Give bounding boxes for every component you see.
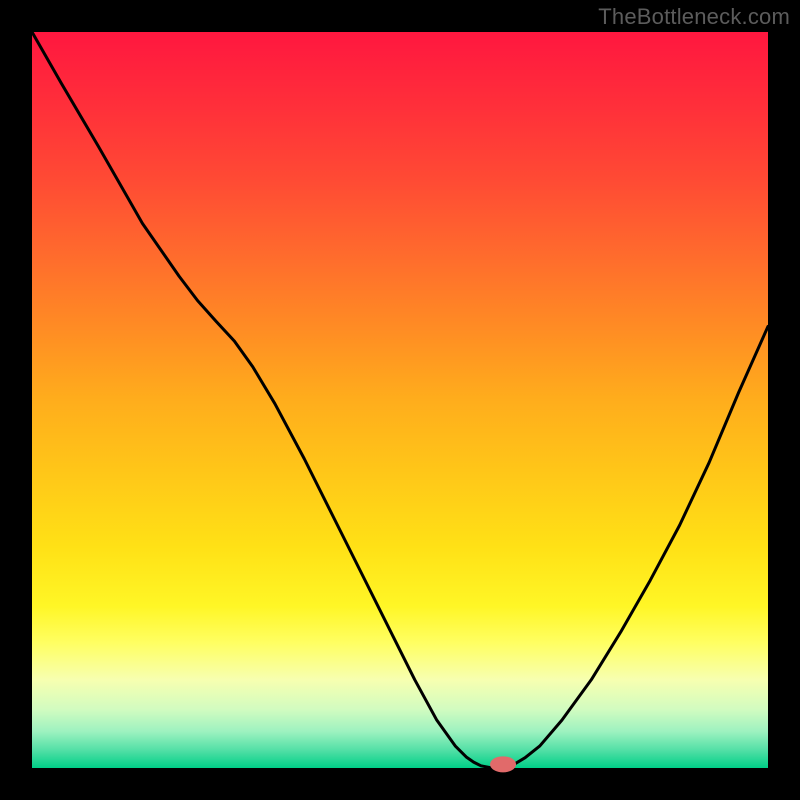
chart-background — [32, 32, 768, 768]
bottleneck-chart — [0, 0, 800, 800]
minimum-marker — [490, 756, 516, 772]
watermark-text: TheBottleneck.com — [598, 4, 790, 30]
